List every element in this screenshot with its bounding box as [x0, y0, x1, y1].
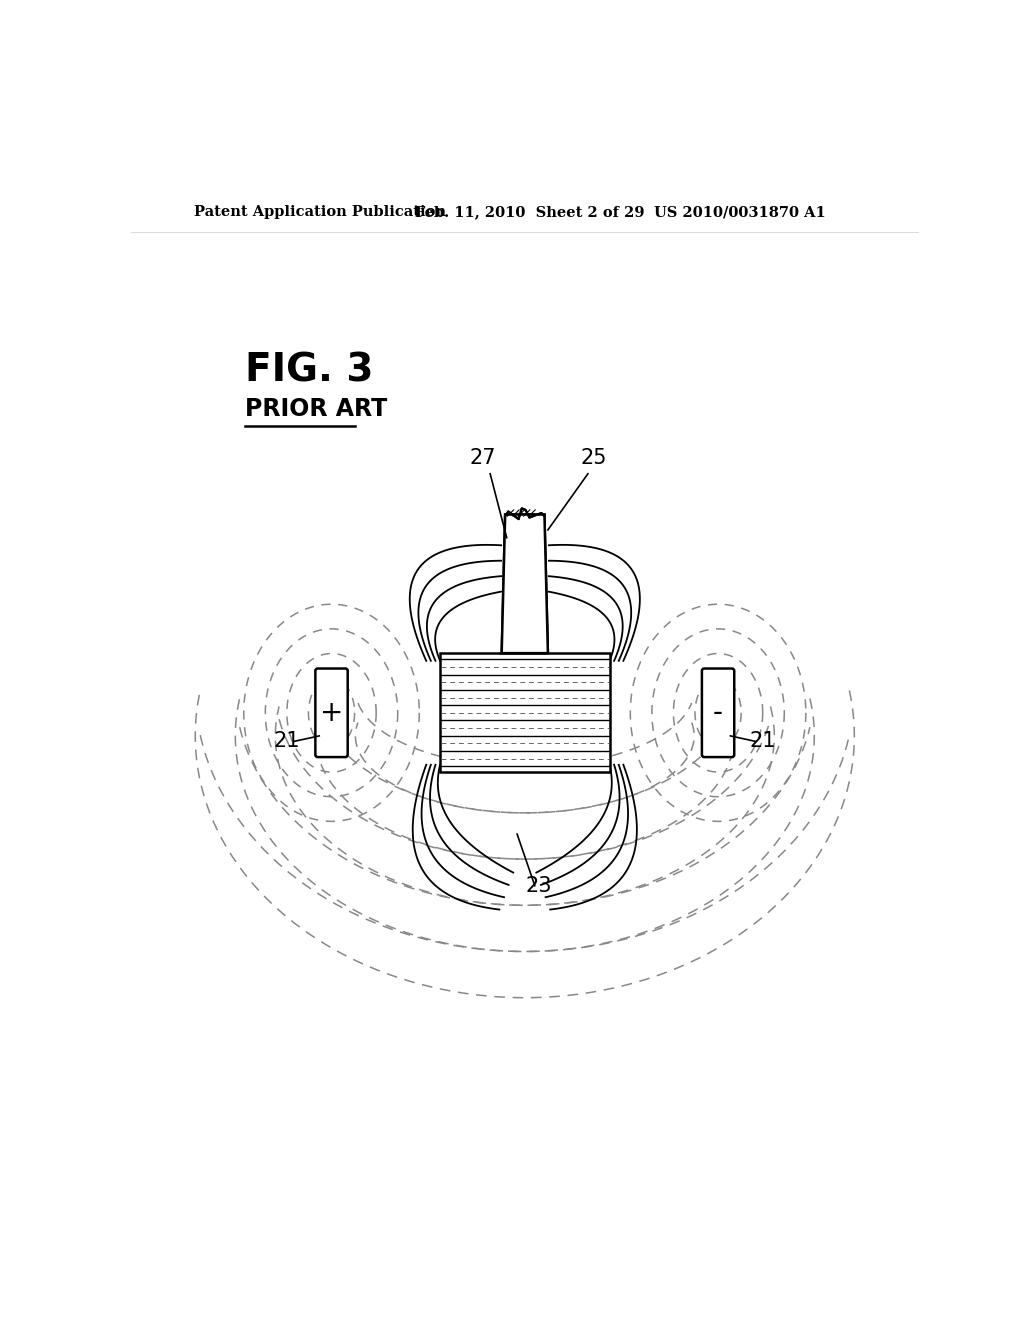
- Text: 21: 21: [273, 731, 300, 751]
- Bar: [440, 653, 609, 772]
- Text: Patent Application Publication: Patent Application Publication: [194, 205, 445, 219]
- Text: US 2010/0031870 A1: US 2010/0031870 A1: [654, 205, 826, 219]
- Text: 23: 23: [525, 876, 552, 896]
- Bar: [502, 507, 548, 653]
- Text: 25: 25: [581, 449, 607, 469]
- Text: +: +: [319, 698, 343, 727]
- Text: 27: 27: [469, 449, 496, 469]
- FancyBboxPatch shape: [315, 668, 348, 758]
- Text: -: -: [713, 698, 723, 727]
- Polygon shape: [502, 515, 548, 653]
- Text: Feb. 11, 2010  Sheet 2 of 29: Feb. 11, 2010 Sheet 2 of 29: [416, 205, 645, 219]
- Text: PRIOR ART: PRIOR ART: [245, 397, 387, 421]
- FancyBboxPatch shape: [701, 668, 734, 758]
- Text: 21: 21: [750, 731, 776, 751]
- Text: FIG. 3: FIG. 3: [245, 351, 373, 389]
- Polygon shape: [502, 515, 548, 653]
